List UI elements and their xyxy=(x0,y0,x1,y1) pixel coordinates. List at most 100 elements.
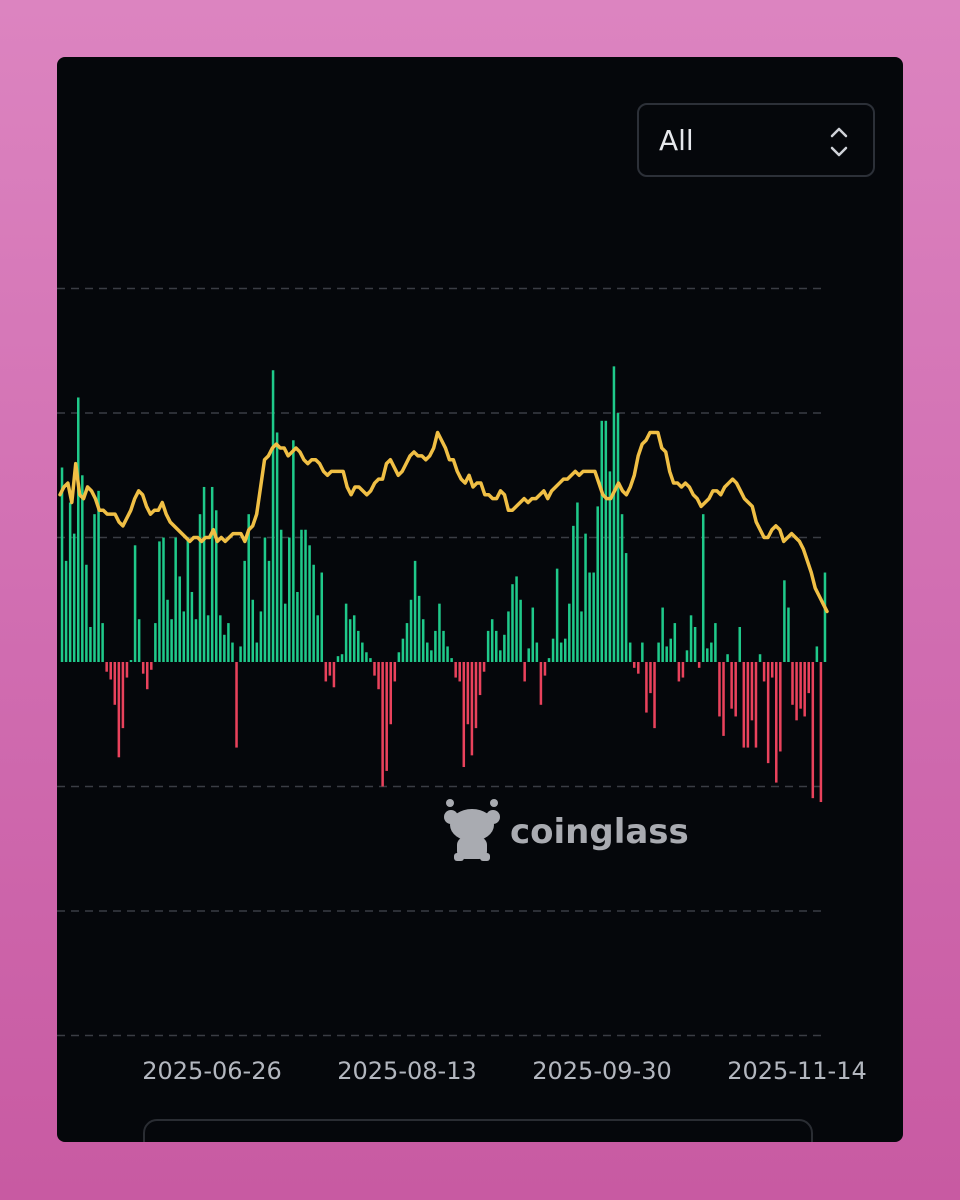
bar-negative xyxy=(811,662,815,799)
chart-card: coinglass -082025-06-262025-08-132025-09… xyxy=(57,57,903,1142)
chart-zoom-scrollbar[interactable] xyxy=(143,1119,813,1142)
bar-negative xyxy=(105,662,108,672)
bar-negative xyxy=(718,662,721,717)
bar-positive xyxy=(738,626,742,662)
bar-positive xyxy=(693,626,697,662)
bar-positive xyxy=(685,650,689,662)
bar-positive xyxy=(815,646,819,662)
bar-positive xyxy=(527,648,530,662)
bar-positive xyxy=(515,576,518,662)
bar-positive xyxy=(559,642,563,662)
bar-positive xyxy=(288,537,291,662)
bar-negative xyxy=(734,662,737,717)
bar-positive xyxy=(72,533,76,662)
bar-positive xyxy=(243,560,246,662)
bar-positive xyxy=(231,642,234,662)
bar-positive xyxy=(251,599,255,662)
bar-positive xyxy=(588,572,591,662)
bar-positive xyxy=(133,545,137,662)
bar-negative xyxy=(235,662,238,748)
bar-positive xyxy=(397,652,401,662)
bar-positive xyxy=(190,591,194,662)
bar-positive xyxy=(584,533,587,662)
bar-positive xyxy=(669,638,673,662)
bar-positive xyxy=(499,650,502,662)
bar-positive xyxy=(434,630,437,662)
bar-positive xyxy=(68,502,72,662)
bar-positive xyxy=(97,490,100,662)
bar-positive xyxy=(81,475,84,662)
bar-positive xyxy=(186,537,190,662)
bar-positive xyxy=(580,611,583,662)
bar-positive xyxy=(178,576,181,662)
bar-negative xyxy=(150,662,153,670)
bar-negative xyxy=(795,662,798,721)
bar-positive xyxy=(641,642,644,662)
x-axis-labels: -082025-06-262025-08-132025-09-302025-11… xyxy=(142,1057,866,1085)
bar-positive xyxy=(101,623,104,662)
bar-positive xyxy=(219,615,222,662)
bar-negative xyxy=(470,662,474,756)
bar-negative xyxy=(117,662,121,758)
bar-positive xyxy=(174,537,177,662)
coinglass-logo-icon xyxy=(444,799,500,861)
line-path xyxy=(58,430,829,614)
bar-negative xyxy=(125,662,129,678)
bar-negative xyxy=(466,662,470,725)
bar-positive xyxy=(495,630,498,662)
bar-negative xyxy=(754,662,758,748)
bar-positive xyxy=(170,619,173,662)
bar-negative xyxy=(750,662,754,721)
range-select-value: All xyxy=(659,124,694,157)
bar-positive xyxy=(361,642,364,662)
bar-negative xyxy=(742,662,746,748)
bar-positive xyxy=(158,541,161,662)
bar-positive xyxy=(413,560,417,662)
bar-series xyxy=(60,366,827,803)
bar-positive xyxy=(507,611,510,662)
bar-positive xyxy=(657,642,660,662)
bar-positive xyxy=(304,529,307,662)
bar-positive xyxy=(604,420,608,662)
watermark-text: coinglass xyxy=(510,812,689,852)
bar-positive xyxy=(714,623,717,662)
bar-positive xyxy=(279,529,283,662)
bar-negative xyxy=(746,662,750,748)
bar-negative xyxy=(332,662,336,688)
bar-positive xyxy=(227,623,230,662)
bar-negative xyxy=(373,662,376,676)
bar-negative xyxy=(649,662,652,694)
bar-negative xyxy=(637,662,640,674)
bar-positive xyxy=(271,370,275,662)
bar-positive xyxy=(620,514,624,662)
bar-positive xyxy=(616,413,620,662)
bar-positive xyxy=(182,611,186,662)
bar-positive xyxy=(417,595,421,662)
bar-negative xyxy=(632,662,636,668)
bar-positive xyxy=(568,603,571,662)
bar-negative xyxy=(681,662,685,678)
bar-positive xyxy=(308,545,311,662)
bar-negative xyxy=(377,662,380,690)
bar-positive xyxy=(409,599,413,662)
bar-positive xyxy=(162,537,165,662)
bar-positive xyxy=(206,615,210,662)
bar-positive xyxy=(154,623,157,662)
range-select[interactable]: All xyxy=(637,103,875,177)
bar-negative xyxy=(803,662,806,717)
bar-positive xyxy=(563,638,567,662)
bar-negative xyxy=(478,662,482,696)
bar-positive xyxy=(344,603,348,662)
bar-positive xyxy=(369,658,372,662)
bar-positive xyxy=(137,619,141,662)
x-tick-label: 2025-08-13 xyxy=(337,1057,476,1085)
bar-positive xyxy=(89,626,92,662)
bar-positive xyxy=(60,467,64,662)
bar-positive xyxy=(336,656,340,662)
bar-positive xyxy=(519,599,522,662)
bar-positive xyxy=(202,486,206,662)
bar-positive xyxy=(292,440,295,662)
bar-positive xyxy=(531,607,535,662)
bar-positive xyxy=(535,642,539,662)
bar-positive xyxy=(628,642,632,662)
